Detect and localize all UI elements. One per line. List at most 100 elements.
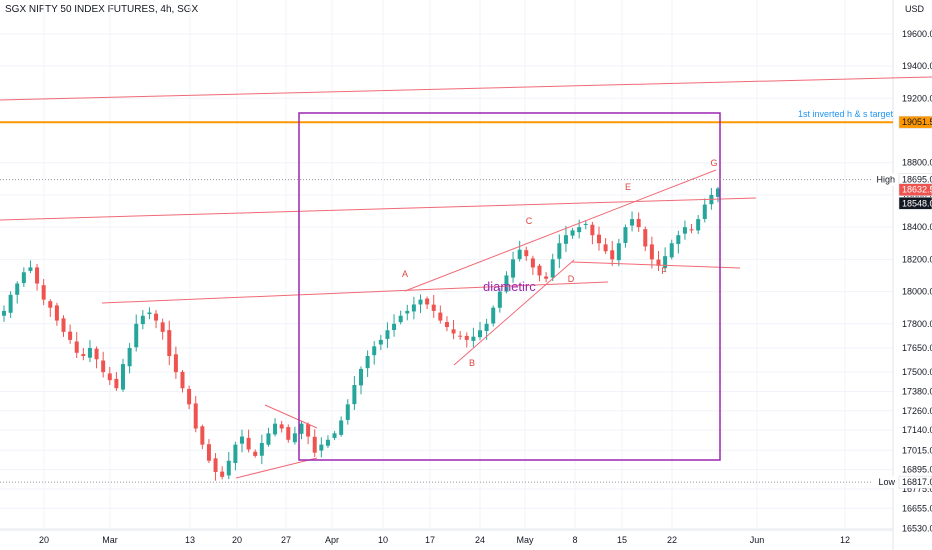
trendline — [404, 169, 717, 292]
candle-body — [702, 204, 707, 219]
candle-body — [240, 436, 244, 444]
candle-body — [253, 451, 258, 456]
candle-body — [226, 460, 231, 476]
candle-body — [273, 423, 278, 435]
candle-body — [425, 298, 430, 305]
candle-body — [332, 433, 337, 438]
y-tick-label: 16530.0 — [902, 523, 932, 533]
candle-body — [590, 224, 595, 236]
candle-body — [292, 433, 297, 443]
candle-body — [41, 285, 46, 300]
candle-body — [306, 424, 311, 437]
trendline — [235, 457, 318, 479]
candles — [2, 186, 720, 481]
candle-body — [74, 341, 79, 353]
candle-body — [643, 229, 648, 247]
candle-body — [279, 424, 284, 429]
target-tag-value: 19051.5 — [902, 117, 932, 127]
target-annotation: 1st inverted h & s target — [798, 109, 894, 119]
candle-body — [696, 219, 701, 231]
wave-label: A — [402, 269, 408, 279]
candle-body — [48, 301, 53, 308]
candle-body — [61, 318, 66, 332]
candle-body — [339, 420, 344, 435]
candle-body — [359, 368, 363, 386]
candle-body — [716, 188, 720, 197]
candle-body — [649, 244, 654, 260]
target-tag-box — [898, 115, 932, 129]
candle-body — [2, 310, 6, 316]
wave-label: E — [625, 182, 631, 192]
candle-body — [663, 256, 668, 268]
x-tick-label: 8 — [572, 535, 577, 545]
candle-body — [352, 385, 357, 405]
candle-body — [193, 403, 198, 429]
wave-label: G — [710, 158, 717, 168]
x-tick-label: May — [516, 535, 534, 545]
candle-body — [583, 223, 588, 225]
candle-body — [154, 313, 159, 321]
y-axis-panel — [893, 0, 932, 550]
candle-body — [107, 373, 112, 381]
x-tick-label: 17 — [425, 535, 435, 545]
x-tick-label: Apr — [325, 535, 339, 545]
wave-label: F — [661, 266, 667, 276]
candle-body — [94, 348, 99, 360]
candle-body — [81, 354, 86, 357]
candle-body — [544, 276, 549, 279]
candle-body — [28, 267, 33, 271]
pattern-name-label: diametirc — [483, 279, 536, 294]
trendline — [264, 404, 318, 429]
y-tick-label: 17380.0 — [902, 386, 932, 396]
candle-body — [286, 427, 291, 440]
high-tag-label-box — [873, 173, 897, 186]
candle-body — [200, 426, 205, 445]
candle-body — [114, 378, 119, 389]
candle-body — [623, 227, 628, 243]
candle-body — [385, 330, 390, 339]
candle-body — [54, 305, 59, 321]
candle-body — [187, 388, 192, 405]
candle-body — [689, 229, 694, 231]
candle-body — [491, 307, 496, 324]
x-tick-label: 13 — [185, 535, 195, 545]
low-tag-label-box — [873, 476, 897, 489]
candle-body — [345, 404, 350, 420]
candle-body — [537, 265, 542, 276]
candle-body — [259, 443, 264, 456]
candle-body — [319, 444, 324, 451]
candle-body — [464, 335, 469, 340]
candle-body — [299, 423, 304, 434]
chart-title: SGX NIFTY 50 INDEX FUTURES, 4h, SGX — [5, 4, 199, 15]
candle-body — [557, 243, 562, 259]
trendline — [0, 76, 932, 101]
trendline — [453, 259, 575, 366]
candle-body — [438, 312, 443, 321]
candle-body — [213, 458, 218, 473]
candle-body — [636, 218, 641, 228]
low-tag-value: 16817.0 — [902, 477, 932, 487]
candle-body — [266, 433, 271, 445]
y-tick-label: 17800.0 — [902, 319, 932, 329]
y-tick-label: 16895.0 — [902, 465, 932, 475]
y-tick-label: 19400.0 — [902, 61, 932, 71]
candle-body — [101, 360, 106, 373]
wave-label: B — [469, 358, 475, 368]
x-tick-label: 22 — [667, 535, 677, 545]
x-tick-label: 20 — [232, 535, 242, 545]
candle-body — [233, 444, 238, 464]
candle-body — [246, 437, 251, 450]
candle-body — [121, 364, 125, 390]
grid — [0, 0, 893, 530]
overlays: 1st inverted h & s target diametirc A B C D E F… — [0, 76, 932, 483]
candle-body — [478, 330, 482, 338]
candle-body — [530, 258, 535, 268]
candle-body — [147, 312, 152, 315]
high-tag-label: High — [876, 175, 895, 185]
candle-body — [220, 471, 225, 477]
trendline — [0, 197, 757, 221]
pattern-box — [298, 112, 721, 461]
low-tag-box — [898, 475, 932, 489]
candle-body — [630, 219, 635, 226]
